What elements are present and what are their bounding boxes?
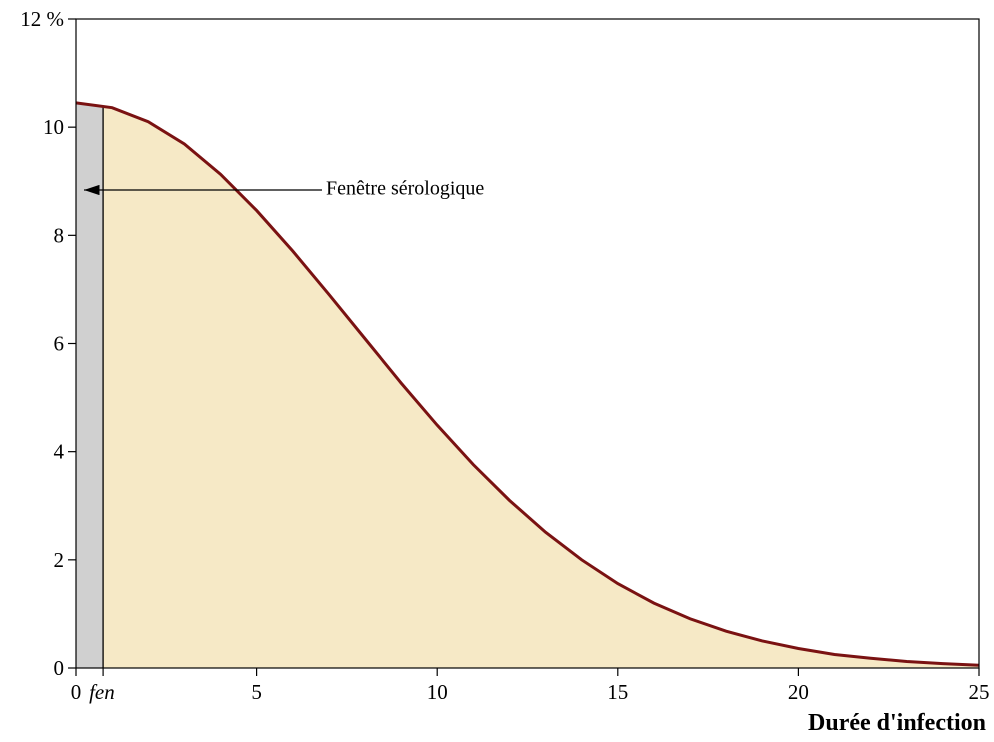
y-tick-label: 10: [43, 115, 64, 139]
x-tick-label: 10: [427, 680, 448, 704]
x-tick-label: 5: [251, 680, 262, 704]
x-tick-label: 25: [969, 680, 990, 704]
y-tick-label: 2: [54, 548, 65, 572]
area: [76, 102, 979, 669]
annotation: Fenêtre sérologique: [326, 178, 484, 200]
window-region: [76, 102, 104, 668]
y-tick-label: 0: [54, 656, 65, 680]
y-tick-label: 8: [54, 223, 65, 247]
curve: [75, 101, 980, 667]
x-tick-label: 0: [71, 680, 82, 704]
y-tick-label: 12 %: [20, 7, 64, 31]
y-tick-label: 4: [54, 440, 65, 464]
x-tick-label: 15: [607, 680, 628, 704]
y-tick-label: 6: [54, 332, 65, 356]
x-axis-label: Durée d'infection: [808, 710, 986, 736]
x-tick-label: fen: [89, 680, 115, 704]
x-tick-label: 20: [788, 680, 809, 704]
